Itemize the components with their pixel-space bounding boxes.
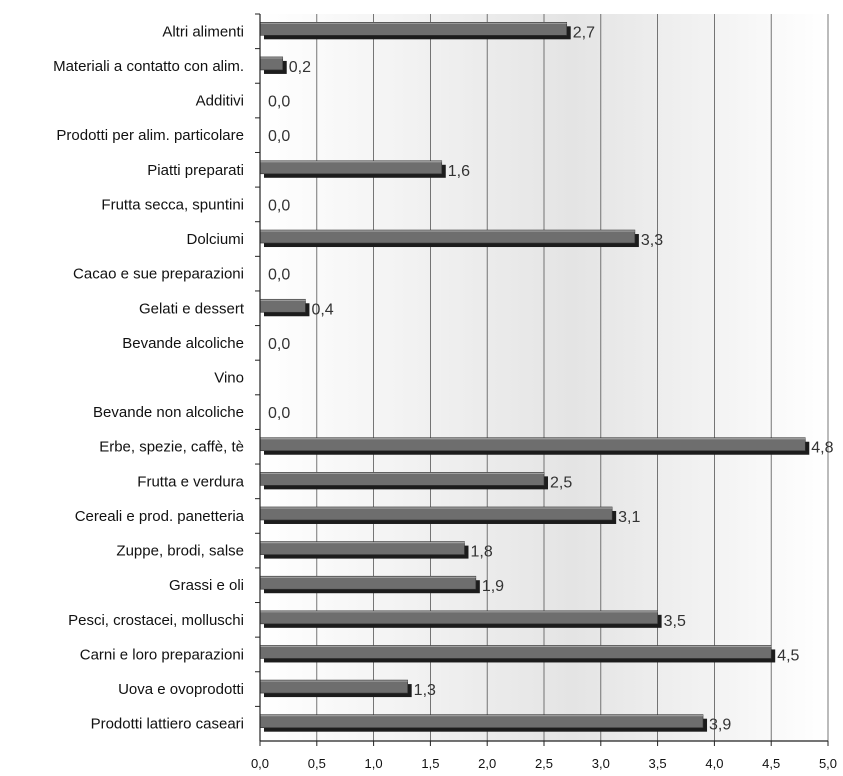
bar-value-label: 0,0 [268, 94, 290, 111]
category-label: Materiali a contatto con alim. [53, 58, 244, 75]
x-tick-label: 0,0 [251, 756, 269, 771]
category-label: Prodotti per alim. particolare [56, 127, 244, 144]
bar [259, 437, 806, 452]
bar-value-label: 0,4 [311, 301, 333, 318]
bar-value-label: 0,2 [289, 59, 311, 76]
bar [259, 506, 613, 521]
category-label: Carni e loro preparazioni [80, 646, 244, 663]
bar [259, 610, 658, 625]
category-label: Vino [214, 370, 244, 387]
bar-value-label: 1,6 [448, 163, 470, 180]
bar-value-label: 0,0 [268, 405, 290, 422]
category-label: Zuppe, brodi, salse [116, 543, 244, 560]
bar-value-label: 3,1 [618, 509, 640, 526]
category-label: Grassi e oli [169, 577, 244, 594]
bar-value-label: 0,0 [268, 267, 290, 284]
bar [259, 541, 465, 555]
bar-value-label: 4,5 [777, 647, 799, 664]
bar [259, 229, 636, 244]
bar-value-label: 1,8 [470, 544, 492, 561]
x-tick-label: 3,0 [592, 756, 610, 771]
category-label: Frutta e verdura [137, 473, 244, 490]
x-tick-label: 5,0 [819, 756, 837, 771]
bar [259, 645, 772, 659]
x-tick-label: 2,5 [535, 756, 553, 771]
bar [259, 298, 306, 313]
category-labels: Altri alimenti Materiali a contatto con a… [53, 23, 245, 732]
x-tick-label: 0,5 [308, 756, 326, 771]
category-label: Bevande non alcoliche [93, 404, 244, 421]
category-label: Gelati e dessert [139, 300, 245, 317]
bar [259, 679, 408, 694]
category-label: Cereali e prod. panetteria [75, 508, 245, 525]
category-label: Piatti preparati [147, 162, 244, 179]
bar-value-label: 4,8 [811, 440, 833, 457]
bar-value-label: 2,7 [573, 24, 595, 41]
bar-value-label: 1,9 [482, 578, 504, 595]
bar-value-label: 3,5 [664, 613, 686, 630]
x-tick-label: 4,0 [705, 756, 723, 771]
x-tick-label: 4,5 [762, 756, 780, 771]
category-label: Frutta secca, spuntini [101, 196, 244, 213]
category-label: Prodotti lattiero caseari [91, 716, 244, 733]
x-tick-label: 3,5 [649, 756, 667, 771]
bar-value-label: 2,5 [550, 474, 572, 491]
bar-value-label: 1,3 [414, 682, 436, 699]
bar-value-label: 0,0 [268, 197, 290, 214]
bar-value-label: 0,0 [268, 128, 290, 145]
bar [259, 472, 545, 486]
bars [259, 22, 810, 732]
bar-value-label: 3,9 [709, 717, 731, 734]
bar [259, 575, 477, 590]
category-label: Altri alimenti [162, 23, 244, 40]
category-label: Bevande alcoliche [122, 335, 244, 352]
bar [259, 22, 568, 36]
category-label: Pesci, crostacei, molluschi [68, 612, 244, 629]
x-tick-label: 2,0 [478, 756, 496, 771]
x-axis-ticks: 0,0 0,5 1,0 1,5 2,0 2,5 3,0 3,5 4,0 4,5 5,0 [251, 13, 837, 771]
bar [259, 714, 704, 728]
category-label: Erbe, spezie, caffè, tè [99, 439, 244, 456]
category-label: Uova e ovoprodotti [118, 681, 244, 698]
category-label: Cacao e sue preparazioni [73, 266, 244, 283]
category-label: Additivi [196, 93, 244, 110]
x-tick-label: 1,0 [365, 756, 383, 771]
bar [259, 160, 443, 175]
value-labels: 2,7 0,2 0,0 0,0 1,6 0,0 3,3 0,0 0,4 0,0 0,0 4,8 2,5 3… [268, 24, 834, 733]
x-tick-label: 1,5 [421, 756, 439, 771]
bar-value-label: 0,0 [268, 336, 290, 353]
bar-value-label: 3,3 [641, 232, 663, 249]
category-label: Dolciumi [186, 231, 244, 248]
bar [259, 56, 284, 71]
